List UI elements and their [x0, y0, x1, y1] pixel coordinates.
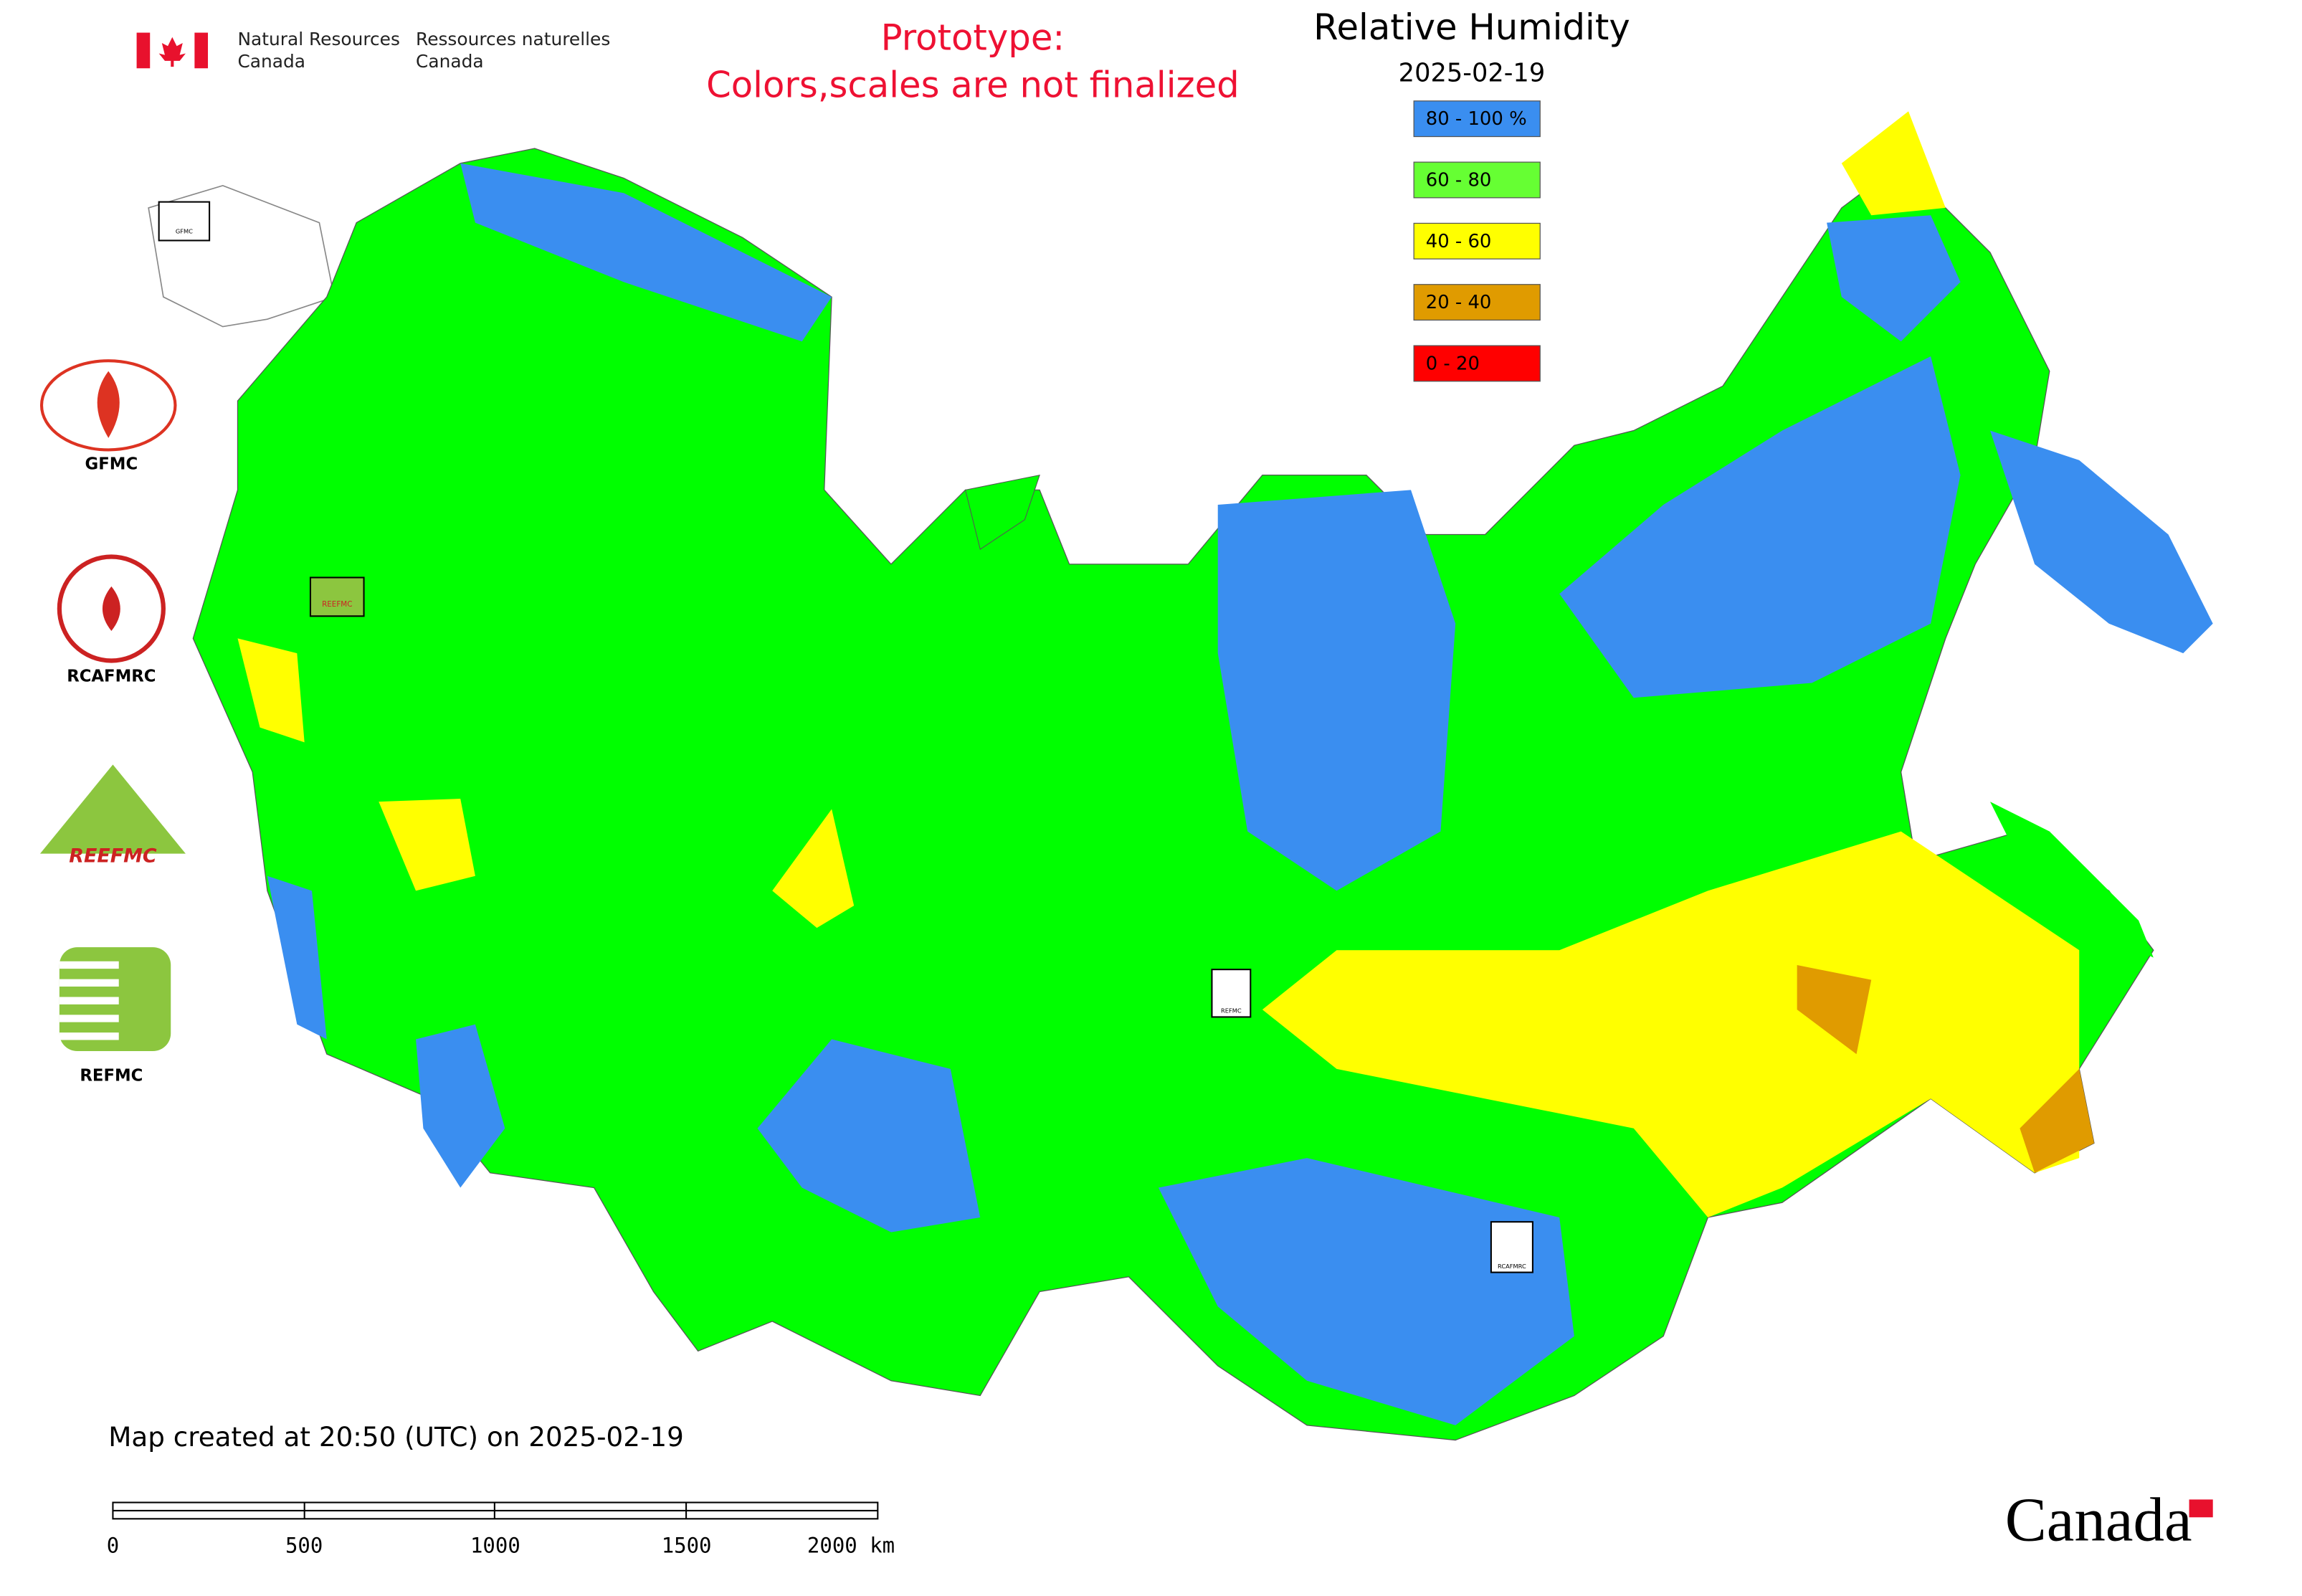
flag-bar — [136, 32, 151, 69]
very-dry-zone — [2020, 1068, 2094, 1173]
legend-label: 0 - 20 — [1426, 353, 1480, 374]
logo-label: REEFMC — [69, 845, 157, 867]
dry-zone — [379, 799, 475, 891]
land — [192, 148, 2154, 1441]
scale-label: 1500 — [662, 1534, 712, 1558]
humid-zone — [1158, 1158, 1574, 1425]
legend-label: 40 - 60 — [1426, 231, 1492, 252]
dry-zone — [772, 809, 855, 928]
very-dry-zone — [1797, 964, 1872, 1055]
maple-leaf — [158, 37, 186, 67]
notice: Prototype: — [881, 16, 1065, 58]
logos: GFMC RCAFMRC REEFMC REFMC — [39, 359, 186, 1086]
legend-swatch — [1413, 100, 1541, 138]
scale-label: 2000 km — [807, 1534, 895, 1558]
logo-label: GFMC — [85, 455, 138, 474]
logo-label: RCAFMRC — [67, 668, 156, 686]
legend: 80 - 100 % 60 - 80 40 - 60 20 - 40 0 - 20 — [1413, 100, 1541, 382]
legend-swatch — [1413, 345, 1541, 382]
map-title: Relative Humidity — [1313, 6, 1630, 48]
humid-zone — [416, 1024, 505, 1188]
marker-box — [1490, 1221, 1533, 1273]
map-area — [148, 111, 2213, 1441]
legend-label: 80 - 100 % — [1426, 108, 1527, 130]
flag-bar — [194, 32, 209, 69]
nrcan-signature: Natural Resources Canada Ressources natu… — [136, 29, 610, 72]
wordmark-flag — [2189, 1499, 2213, 1518]
humid-zone — [1827, 215, 1961, 342]
dept-en: Canada — [237, 51, 305, 72]
dept-en: Natural Resources — [237, 29, 399, 49]
humid-zone — [1559, 356, 1961, 698]
humid-zone — [1217, 490, 1456, 891]
legend-label: 60 - 80 — [1426, 170, 1492, 191]
marker-box — [158, 201, 211, 242]
marker-label: RCAFMRC — [1498, 1263, 1526, 1270]
novaya-zemlya — [964, 474, 1040, 550]
scale-labels: 0 500 1000 1500 2000 km — [107, 1534, 895, 1558]
legend-swatch — [1413, 161, 1541, 199]
dept-fr: Ressources naturelles — [416, 29, 610, 49]
humid-zone — [757, 1039, 981, 1232]
legend-swatch — [1413, 222, 1541, 260]
marker-box — [1211, 969, 1252, 1018]
marker-label: REFMC — [1221, 1007, 1242, 1015]
marker-box — [309, 576, 365, 617]
dept-fr: Canada — [416, 51, 484, 72]
scale-label: 0 — [107, 1534, 119, 1558]
scale-label: 500 — [285, 1534, 323, 1558]
canada-wordmark: Canada — [2005, 1485, 2192, 1554]
humid-zone — [460, 163, 832, 342]
kamchatka — [1989, 430, 2213, 654]
created-note: Map created at 20:50 (UTC) on 2025-02-19 — [108, 1421, 684, 1453]
dry-zone — [1841, 111, 1946, 216]
logo-icon — [102, 586, 120, 632]
scale-label: 1000 — [470, 1534, 520, 1558]
humid-zone — [267, 875, 327, 1040]
sakhalin — [1989, 802, 2154, 958]
marker-label: REEFMC — [322, 600, 352, 609]
logo-icon — [39, 359, 177, 452]
marker-label: GFMC — [176, 228, 193, 235]
logo-icon — [97, 371, 120, 438]
logo-icon — [39, 764, 186, 854]
scale-bar: 0 500 1000 1500 2000 km — [107, 1501, 895, 1558]
dry-zone — [237, 638, 305, 743]
legend-label: 20 - 40 — [1426, 292, 1492, 313]
map-date: 2025-02-19 — [1399, 59, 1546, 88]
logo-label: REFMC — [80, 1067, 143, 1086]
map-markers: GFMC REEFMC REFMC RCAFMRC — [158, 201, 1533, 1273]
dry-zone — [1262, 831, 2080, 1217]
legend-swatch — [1413, 284, 1541, 321]
logo-icon — [59, 961, 119, 1040]
notice: Colors,scales are not finalized — [706, 65, 1240, 106]
